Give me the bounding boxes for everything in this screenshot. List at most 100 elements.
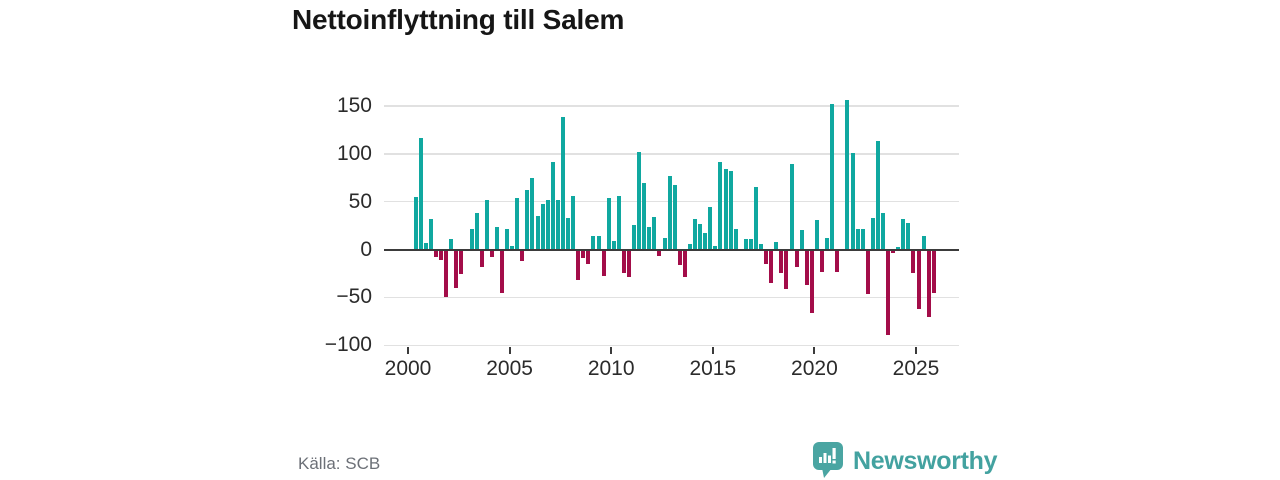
bar-2019Q2 bbox=[799, 230, 804, 250]
bar-2013Q2 bbox=[677, 249, 682, 265]
bar-2020Q2 bbox=[820, 249, 825, 272]
bar-2023Q4 bbox=[891, 249, 896, 254]
bar-2009Q4 bbox=[606, 197, 611, 250]
bar-2018Q4 bbox=[789, 164, 794, 250]
bar-2020Q1 bbox=[814, 219, 819, 250]
bar-2025Q1 bbox=[916, 249, 921, 309]
bar-2009Q3 bbox=[601, 249, 606, 277]
bar-2004Q1 bbox=[489, 249, 494, 258]
bar-2003Q4 bbox=[484, 199, 489, 250]
bar-2019Q4 bbox=[809, 249, 814, 313]
bar-2022Q3 bbox=[865, 249, 870, 294]
bar-2024Q3 bbox=[906, 222, 911, 250]
source-label: Källa: SCB bbox=[298, 454, 381, 473]
x-tick-label-2000: 2000 bbox=[384, 357, 432, 380]
bar-2015Q2 bbox=[718, 161, 723, 250]
zero-line bbox=[384, 248, 959, 251]
x-tick-2000 bbox=[407, 346, 409, 354]
bar-2010Q4 bbox=[626, 249, 631, 278]
bar-2007Q2 bbox=[555, 199, 560, 250]
bar-2009Q1 bbox=[591, 236, 596, 250]
bar-2022Q1 bbox=[855, 228, 860, 250]
bar-2002Q1 bbox=[449, 239, 454, 250]
bar-2005Q1 bbox=[510, 245, 515, 250]
bar-2016Q4 bbox=[748, 239, 753, 250]
bar-2010Q1 bbox=[611, 240, 616, 250]
bar-2021Q3 bbox=[845, 100, 850, 250]
y-tick-label-50: 50 bbox=[348, 189, 372, 213]
x-tick-label-2010: 2010 bbox=[587, 357, 635, 380]
bar-2016Q1 bbox=[733, 228, 738, 250]
bar-2017Q4 bbox=[769, 249, 774, 284]
bar-2004Q4 bbox=[505, 229, 510, 250]
bar-2001Q3 bbox=[439, 249, 444, 261]
newsworthy-logo: Newsworthy bbox=[813, 442, 998, 479]
bar-2012Q2 bbox=[657, 249, 662, 257]
bar-2004Q2 bbox=[494, 226, 499, 250]
y-tick-label--50: −50 bbox=[336, 285, 372, 309]
bar-2011Q2 bbox=[637, 151, 642, 250]
bar-2020Q4 bbox=[830, 104, 835, 250]
bar-2013Q3 bbox=[682, 249, 687, 278]
bar-2018Q3 bbox=[784, 249, 789, 289]
bar-2008Q1 bbox=[571, 195, 576, 250]
bar-2024Q1 bbox=[896, 246, 901, 250]
gridline--100 bbox=[384, 344, 959, 347]
bar-2023Q1 bbox=[875, 141, 880, 250]
bar-2014Q1 bbox=[693, 218, 698, 250]
bar-2025Q2 bbox=[921, 236, 926, 250]
gridline-150 bbox=[384, 105, 959, 107]
x-tick-label-2005: 2005 bbox=[486, 357, 533, 380]
bar-2012Q1 bbox=[652, 217, 657, 250]
bar-2000Q3 bbox=[418, 137, 423, 250]
bar-2004Q3 bbox=[499, 249, 504, 293]
bar-2001Q1 bbox=[428, 218, 433, 250]
bar-2017Q2 bbox=[759, 243, 764, 250]
bar-2011Q4 bbox=[647, 226, 652, 250]
bar-2023Q2 bbox=[880, 213, 885, 250]
x-tick-2025 bbox=[915, 346, 917, 354]
bar-2006Q1 bbox=[530, 177, 535, 250]
bar-2014Q2 bbox=[698, 223, 703, 250]
bar-2010Q3 bbox=[621, 249, 626, 273]
bar-2008Q3 bbox=[581, 249, 586, 259]
bar-2001Q2 bbox=[433, 249, 438, 258]
bar-2018Q1 bbox=[774, 241, 779, 250]
bar-2008Q4 bbox=[586, 249, 591, 264]
bar-2014Q3 bbox=[703, 233, 708, 250]
bar-2025Q3 bbox=[926, 249, 931, 317]
bar-2002Q3 bbox=[459, 249, 464, 274]
bar-2019Q3 bbox=[804, 249, 809, 285]
gridline-100 bbox=[384, 153, 959, 155]
y-tick-label-0: 0 bbox=[360, 237, 372, 261]
y-tick-label-150: 150 bbox=[336, 94, 372, 118]
newsworthy-logo-icon bbox=[813, 442, 843, 478]
x-tick-label-2025: 2025 bbox=[892, 357, 940, 380]
bar-2022Q4 bbox=[870, 218, 875, 250]
bar-2018Q2 bbox=[779, 249, 784, 273]
x-tick-2020 bbox=[813, 346, 816, 354]
bar-2017Q3 bbox=[764, 249, 769, 264]
bar-2007Q1 bbox=[550, 162, 555, 250]
bar-2010Q2 bbox=[616, 195, 621, 250]
y-tick-label--100: −100 bbox=[324, 333, 372, 357]
bar-2014Q4 bbox=[708, 206, 713, 250]
x-tick-2015 bbox=[711, 346, 714, 354]
bar-2024Q4 bbox=[911, 249, 916, 273]
bar-2013Q4 bbox=[687, 243, 692, 250]
x-tick-label-2015: 2015 bbox=[689, 357, 737, 380]
gridline--50 bbox=[384, 296, 959, 299]
bar-2006Q4 bbox=[545, 199, 550, 250]
bar-2024Q2 bbox=[901, 218, 906, 250]
bar-2011Q1 bbox=[632, 224, 637, 250]
bar-2001Q4 bbox=[444, 249, 449, 298]
chart-title: Nettoinflyttning till Salem bbox=[292, 4, 625, 35]
bar-2003Q3 bbox=[479, 249, 484, 267]
bar-2008Q2 bbox=[576, 249, 581, 281]
bar-2020Q3 bbox=[825, 238, 830, 250]
bar-2015Q3 bbox=[723, 169, 728, 250]
bar-2006Q3 bbox=[540, 203, 545, 250]
bar-2021Q4 bbox=[850, 152, 855, 250]
bar-2013Q1 bbox=[672, 184, 677, 250]
